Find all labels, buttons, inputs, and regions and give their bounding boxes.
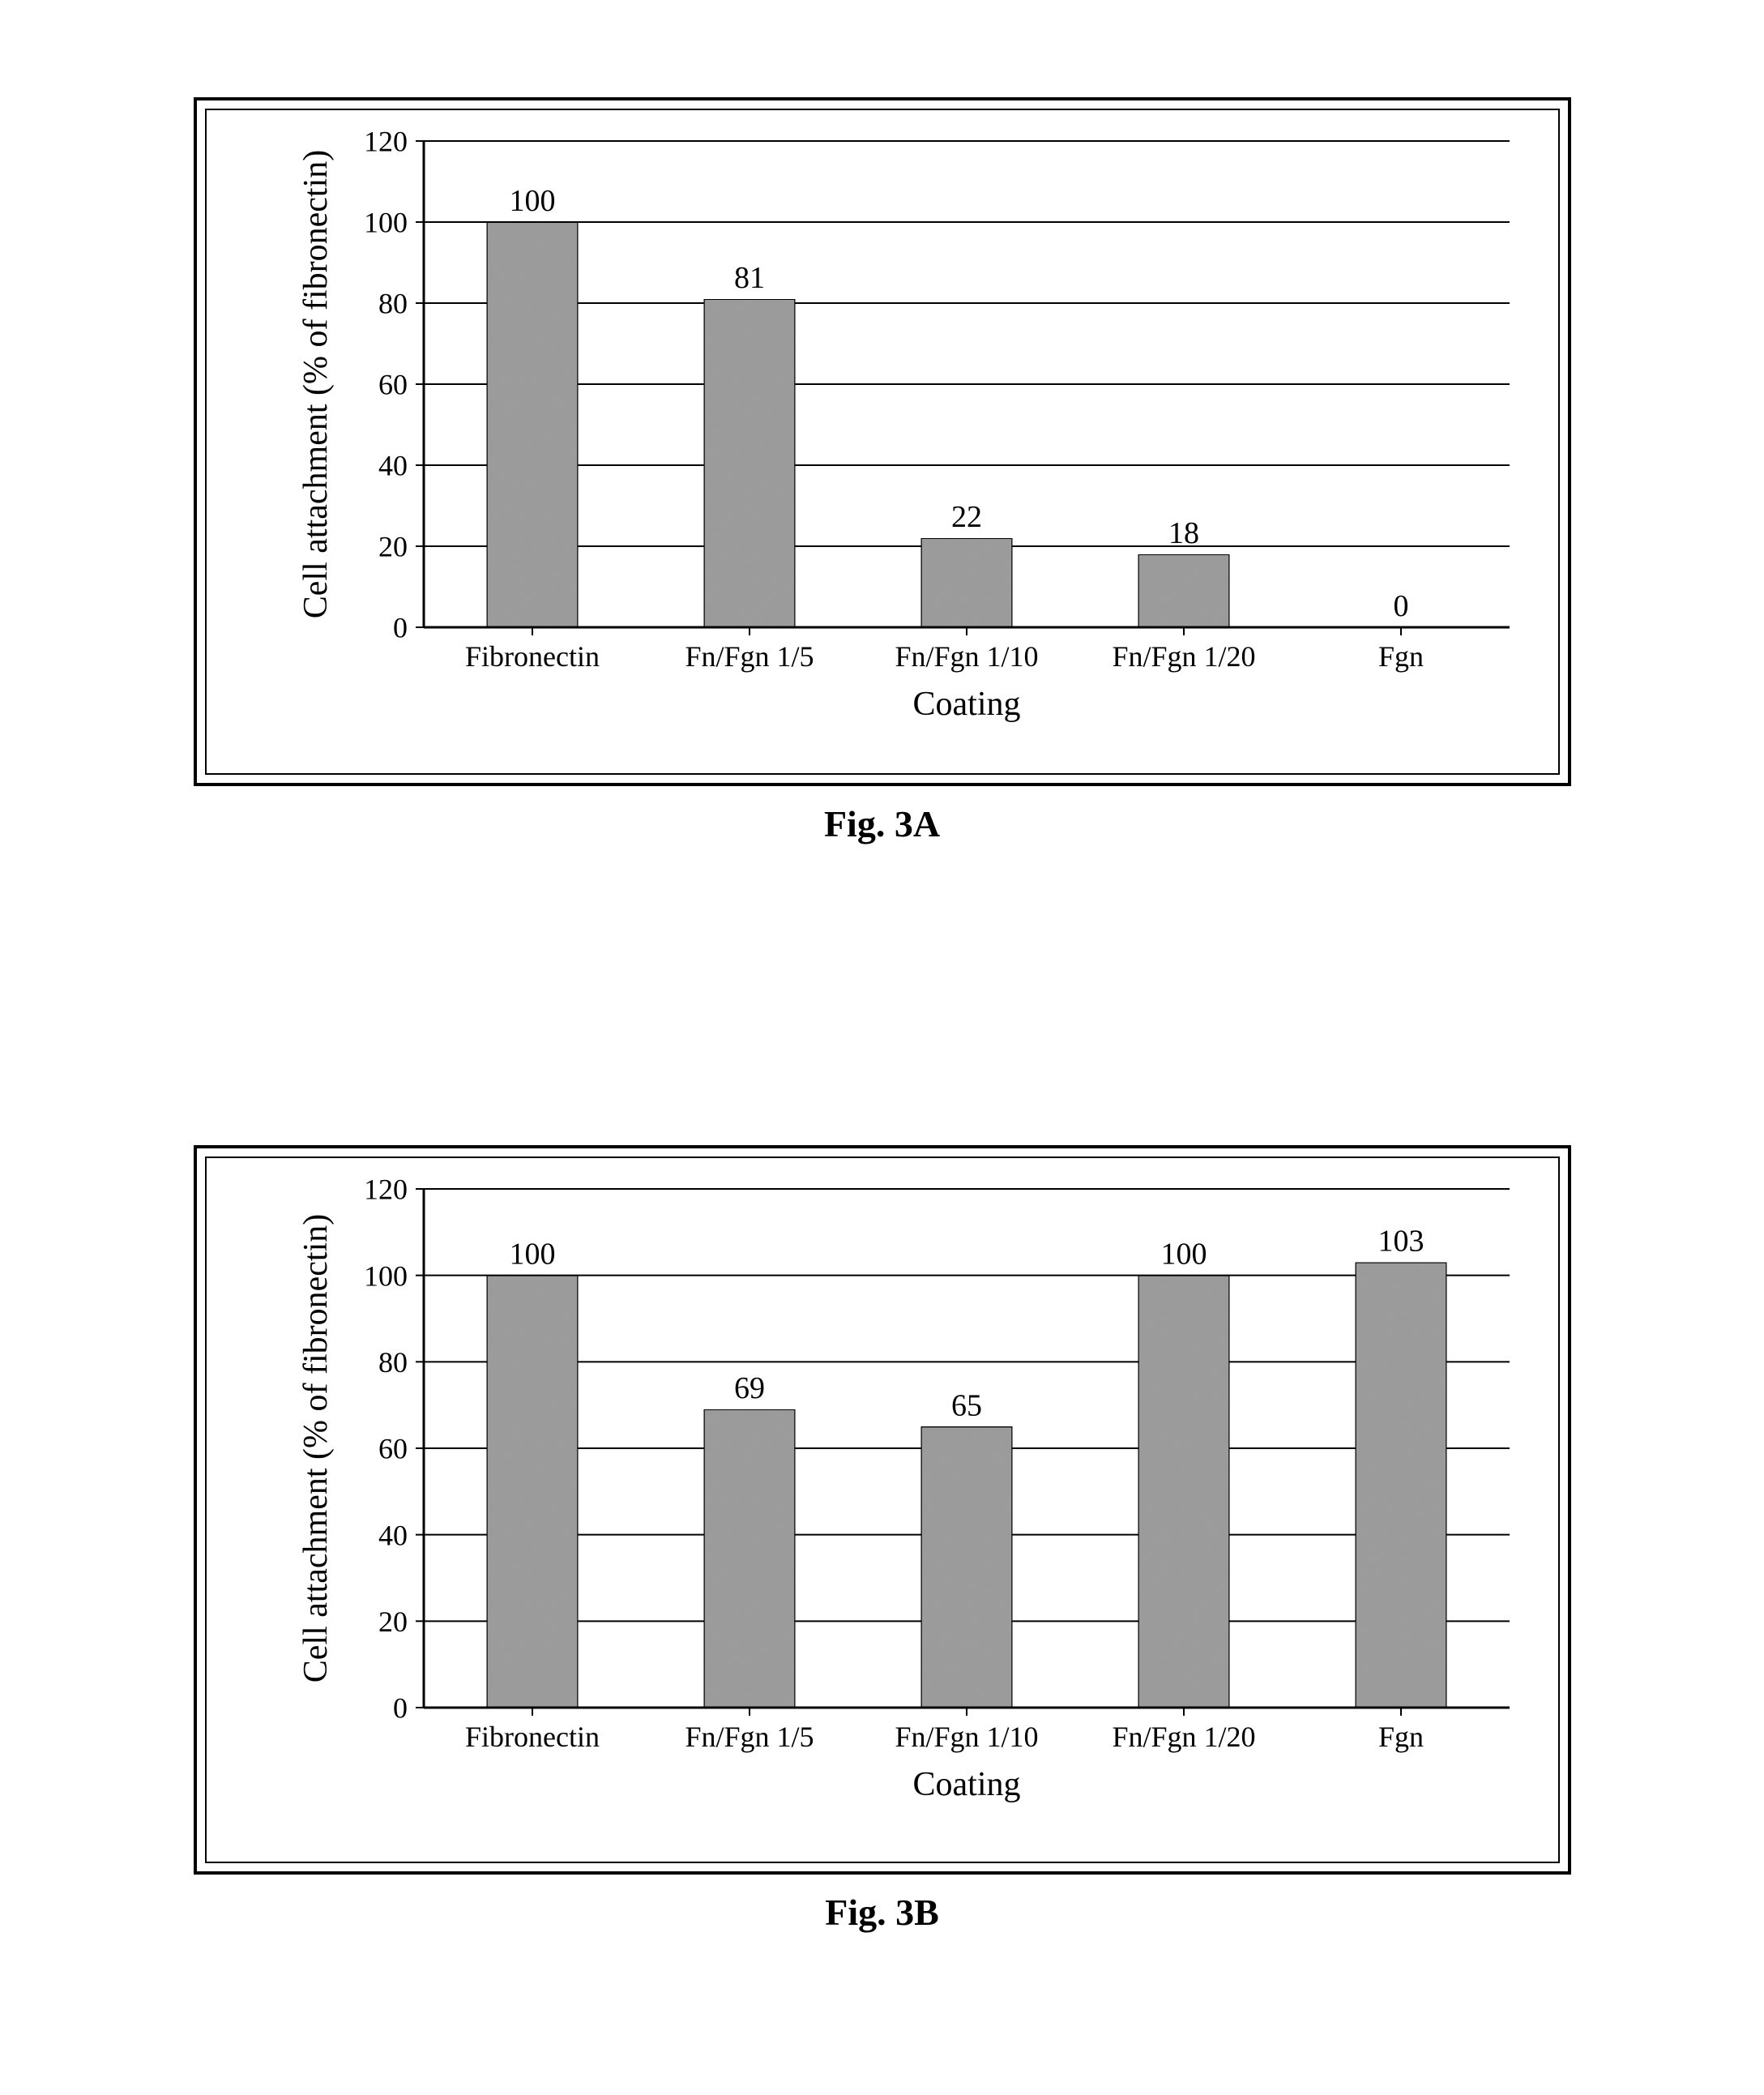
y-tick-label: 60 — [378, 369, 408, 401]
bar-value-label: 22 — [951, 500, 982, 534]
bar — [920, 538, 1012, 627]
y-tick-label: 60 — [378, 1433, 408, 1465]
figure-3a-caption: Fig. 3A — [194, 802, 1571, 845]
bar — [486, 1276, 578, 1708]
x-axis-label: Coating — [912, 686, 1020, 723]
bar-value-label: 100 — [509, 1238, 555, 1272]
bar-value-label: 100 — [1160, 1238, 1207, 1272]
x-axis-label: Coating — [912, 1766, 1020, 1803]
bar — [1138, 1276, 1229, 1708]
figure-3a-outer-border: 0 20 40 60 80 100 120 100 Fibronectin 81 Fn/Fgn 1/… — [194, 97, 1571, 786]
spacer — [146, 886, 1618, 1145]
category-label: Fn/Fgn 1/5 — [685, 1721, 814, 1753]
category-label: Fn/Fgn 1/10 — [895, 1721, 1038, 1753]
bar — [486, 222, 578, 627]
bar — [703, 299, 795, 627]
bar — [1138, 554, 1229, 627]
y-tick-label: 0 — [393, 612, 408, 644]
y-tick-label: 80 — [378, 1346, 408, 1379]
bar-value-label: 0 — [1393, 589, 1408, 623]
bar — [920, 1426, 1012, 1708]
y-tick-label: 40 — [378, 450, 408, 482]
category-label: Fibronectin — [465, 1721, 600, 1753]
category-label: Fgn — [1377, 640, 1423, 673]
y-tick-label: 80 — [378, 288, 408, 320]
y-tick-label: 120 — [364, 126, 408, 158]
y-axis-label: Cell attachment (% of fibronectin) — [297, 1214, 335, 1682]
bar — [703, 1409, 795, 1708]
category-label: Fgn — [1377, 1721, 1423, 1753]
bar-value-label: 103 — [1377, 1225, 1424, 1259]
y-tick-label: 100 — [364, 207, 408, 239]
figure-3b-caption: Fig. 3B — [194, 1891, 1571, 1934]
bar-value-label: 100 — [509, 184, 555, 218]
category-label: Fn/Fgn 1/5 — [685, 640, 814, 673]
figure-3a-chart: 0 20 40 60 80 100 120 100 Fibronectin 81 Fn/Fgn 1/… — [197, 100, 1568, 783]
bar-value-label: 65 — [951, 1388, 982, 1422]
chart-svg: 0 20 40 60 80 100 120 100 Fibronectin 69 Fn/Fgn 1/… — [197, 1148, 1574, 1878]
bar-value-label: 81 — [734, 261, 765, 295]
bar-value-label: 69 — [734, 1371, 765, 1405]
y-tick-label: 0 — [393, 1692, 408, 1725]
y-axis-label: Cell attachment (% of fibronectin) — [297, 150, 335, 618]
bar — [1355, 1263, 1446, 1708]
category-label: Fibronectin — [465, 640, 600, 673]
y-tick-label: 40 — [378, 1519, 408, 1551]
category-label: Fn/Fgn 1/10 — [895, 640, 1038, 673]
figure-3b-panel: 0 20 40 60 80 100 120 100 Fibronectin 69 Fn/Fgn 1/… — [194, 1145, 1571, 1934]
figure-3b-chart: 0 20 40 60 80 100 120 100 Fibronectin 69 Fn/Fgn 1/… — [197, 1148, 1568, 1871]
figure-3a-panel: 0 20 40 60 80 100 120 100 Fibronectin 81 Fn/Fgn 1/… — [194, 97, 1571, 845]
chart-svg: 0 20 40 60 80 100 120 100 Fibronectin 81 Fn/Fgn 1/… — [197, 100, 1574, 789]
y-tick-label: 100 — [364, 1259, 408, 1292]
category-label: Fn/Fgn 1/20 — [1112, 640, 1255, 673]
bar-value-label: 18 — [1168, 516, 1199, 550]
page: 0 20 40 60 80 100 120 100 Fibronectin 81 Fn/Fgn 1/… — [0, 0, 1764, 2095]
y-tick-label: 20 — [378, 1605, 408, 1638]
category-label: Fn/Fgn 1/20 — [1112, 1721, 1255, 1753]
y-tick-label: 120 — [364, 1174, 408, 1206]
y-tick-label: 20 — [378, 531, 408, 563]
figure-3b-outer-border: 0 20 40 60 80 100 120 100 Fibronectin 69 Fn/Fgn 1/… — [194, 1145, 1571, 1875]
